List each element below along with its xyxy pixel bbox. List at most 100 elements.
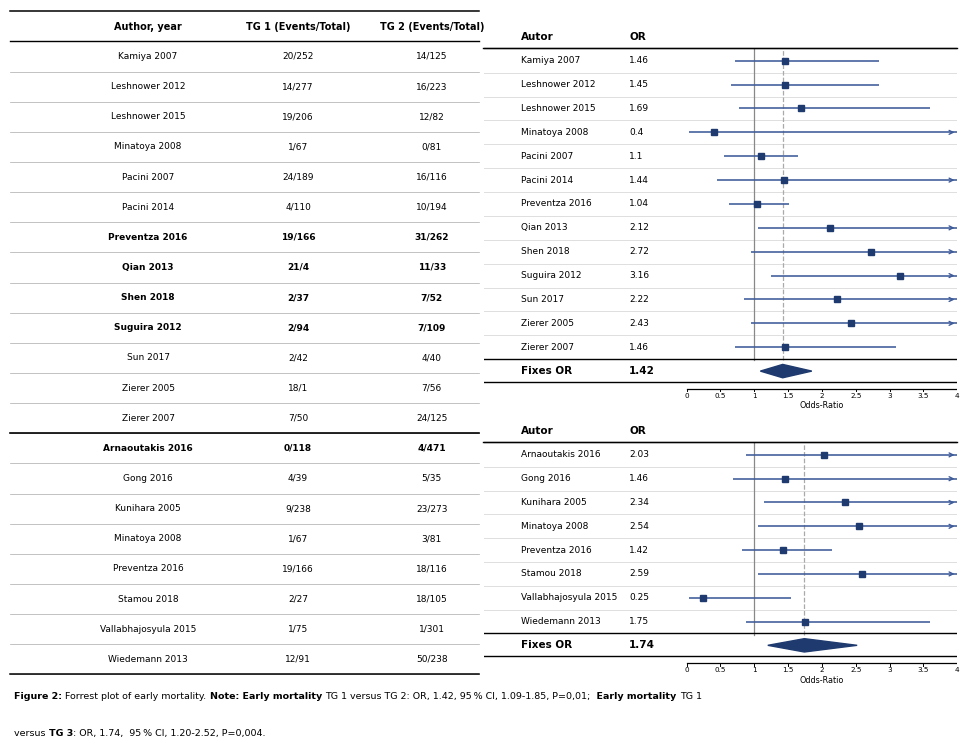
Text: 24/125: 24/125 [416, 414, 448, 423]
Text: 7/52: 7/52 [421, 293, 443, 302]
Text: 2: 2 [820, 668, 824, 674]
Text: 24/189: 24/189 [282, 173, 314, 182]
Text: Leshnower 2015: Leshnower 2015 [110, 112, 186, 121]
Text: Preventza 2016: Preventza 2016 [108, 233, 188, 242]
Text: Fixes OR: Fixes OR [520, 366, 571, 376]
Text: Pacini 2014: Pacini 2014 [520, 176, 572, 185]
Text: 1.74: 1.74 [629, 641, 655, 650]
Text: 3: 3 [888, 394, 892, 400]
Text: 2.59: 2.59 [629, 569, 649, 578]
Text: 3.5: 3.5 [918, 668, 929, 674]
Text: Shen 2018: Shen 2018 [121, 293, 175, 302]
Text: 1/67: 1/67 [288, 534, 308, 543]
Text: Odds-Ratio: Odds-Ratio [800, 402, 844, 410]
Text: Leshnower 2012: Leshnower 2012 [111, 82, 186, 91]
Text: 1.46: 1.46 [629, 342, 649, 351]
Text: 1: 1 [752, 394, 756, 400]
Text: 4/110: 4/110 [285, 203, 311, 212]
Text: 3.5: 3.5 [918, 394, 929, 400]
Text: 16/223: 16/223 [416, 82, 448, 91]
Text: Forrest plot of early mortality.: Forrest plot of early mortality. [63, 692, 210, 701]
Text: 2.03: 2.03 [629, 451, 649, 460]
Text: 1.5: 1.5 [782, 394, 794, 400]
Text: 2.22: 2.22 [629, 295, 649, 304]
Text: 14/125: 14/125 [416, 52, 448, 61]
Text: Leshnower 2012: Leshnower 2012 [520, 80, 596, 89]
Text: 0/81: 0/81 [422, 143, 442, 152]
Text: 4/471: 4/471 [418, 444, 446, 453]
Text: 2.5: 2.5 [850, 668, 862, 674]
Text: 18/116: 18/116 [416, 564, 448, 573]
Text: Author, year: Author, year [114, 22, 182, 32]
Text: 2.34: 2.34 [629, 498, 649, 507]
Text: 2/37: 2/37 [287, 293, 309, 302]
Text: Autor: Autor [520, 32, 553, 42]
Text: : OR, 1.74,  95 % Cl, 1.20-2.52, P=0,004.: : OR, 1.74, 95 % Cl, 1.20-2.52, P=0,004. [73, 728, 266, 737]
Text: OR: OR [629, 32, 646, 42]
Text: 0.25: 0.25 [629, 593, 649, 602]
Text: 1.44: 1.44 [629, 176, 649, 185]
Text: Leshnower 2015: Leshnower 2015 [520, 104, 596, 113]
Text: Wiedemann 2013: Wiedemann 2013 [520, 617, 601, 626]
Text: TG 1 versus TG 2: OR, 1.42, 95 % Cl, 1.09-1.85, P=0,01;: TG 1 versus TG 2: OR, 1.42, 95 % Cl, 1.0… [325, 692, 590, 701]
Text: Kunihara 2005: Kunihara 2005 [115, 504, 181, 513]
Text: 19/166: 19/166 [282, 564, 314, 573]
Text: 2.5: 2.5 [850, 394, 862, 400]
Text: 7/50: 7/50 [288, 414, 308, 423]
Text: 0/118: 0/118 [284, 444, 312, 453]
Text: 7/109: 7/109 [418, 323, 446, 332]
Text: Suguira 2012: Suguira 2012 [114, 323, 182, 332]
Text: Figure 2:: Figure 2: [15, 692, 63, 701]
Text: 2.54: 2.54 [629, 522, 649, 531]
Text: 1.75: 1.75 [629, 617, 649, 626]
Text: Pacini 2007: Pacini 2007 [520, 152, 573, 161]
Text: Gong 2016: Gong 2016 [123, 474, 173, 483]
Text: 2/42: 2/42 [288, 354, 308, 363]
Text: Arnaoutakis 2016: Arnaoutakis 2016 [520, 451, 601, 460]
Text: TG 1 (Events/Total): TG 1 (Events/Total) [246, 22, 350, 32]
Text: 14/277: 14/277 [282, 82, 314, 91]
Text: Preventza 2016: Preventza 2016 [520, 546, 592, 554]
Text: 1.45: 1.45 [629, 80, 649, 89]
Text: 2/94: 2/94 [287, 323, 309, 332]
Text: Minatoya 2008: Minatoya 2008 [114, 534, 182, 543]
Text: 1.5: 1.5 [782, 668, 794, 674]
Text: 1.42: 1.42 [629, 366, 655, 376]
Text: 0.4: 0.4 [629, 128, 643, 137]
Text: 2: 2 [820, 394, 824, 400]
Text: Zierer 2007: Zierer 2007 [122, 414, 174, 423]
Text: Early mortality: Early mortality [590, 692, 680, 701]
Text: Kamiya 2007: Kamiya 2007 [520, 56, 580, 65]
Text: 31/262: 31/262 [415, 233, 449, 242]
Text: 4: 4 [955, 394, 959, 400]
Text: 1.04: 1.04 [629, 200, 649, 209]
Text: 0.5: 0.5 [715, 668, 726, 674]
Text: 2.72: 2.72 [629, 247, 649, 256]
Text: Stamou 2018: Stamou 2018 [520, 569, 581, 578]
Text: 4: 4 [955, 668, 959, 674]
Text: 2/27: 2/27 [288, 595, 308, 604]
Text: 4/40: 4/40 [422, 354, 442, 363]
Text: versus: versus [15, 728, 49, 737]
Text: Minatoya 2008: Minatoya 2008 [114, 143, 182, 152]
Text: 19/206: 19/206 [282, 112, 314, 121]
Text: Suguira 2012: Suguira 2012 [520, 271, 581, 280]
Text: TG 2 (Events/Total): TG 2 (Events/Total) [379, 22, 484, 32]
Text: Arnaoutakis 2016: Arnaoutakis 2016 [103, 444, 192, 453]
Text: 1.1: 1.1 [629, 152, 643, 161]
Text: 11/33: 11/33 [418, 263, 446, 272]
Text: 1.42: 1.42 [629, 546, 649, 554]
Text: Qian 2013: Qian 2013 [520, 223, 568, 232]
Text: TG 1: TG 1 [680, 692, 702, 701]
Text: Shen 2018: Shen 2018 [520, 247, 570, 256]
Text: Zierer 2005: Zierer 2005 [122, 384, 174, 393]
Text: Autor: Autor [520, 426, 553, 436]
Text: 3.16: 3.16 [629, 271, 649, 280]
Text: 9/238: 9/238 [285, 504, 311, 513]
Text: Odds-Ratio: Odds-Ratio [800, 676, 844, 685]
Text: Minatoya 2008: Minatoya 2008 [520, 128, 588, 137]
Text: 0: 0 [685, 394, 689, 400]
Text: 3/81: 3/81 [422, 534, 442, 543]
Text: 50/238: 50/238 [416, 655, 448, 664]
Text: 1/75: 1/75 [288, 625, 308, 634]
